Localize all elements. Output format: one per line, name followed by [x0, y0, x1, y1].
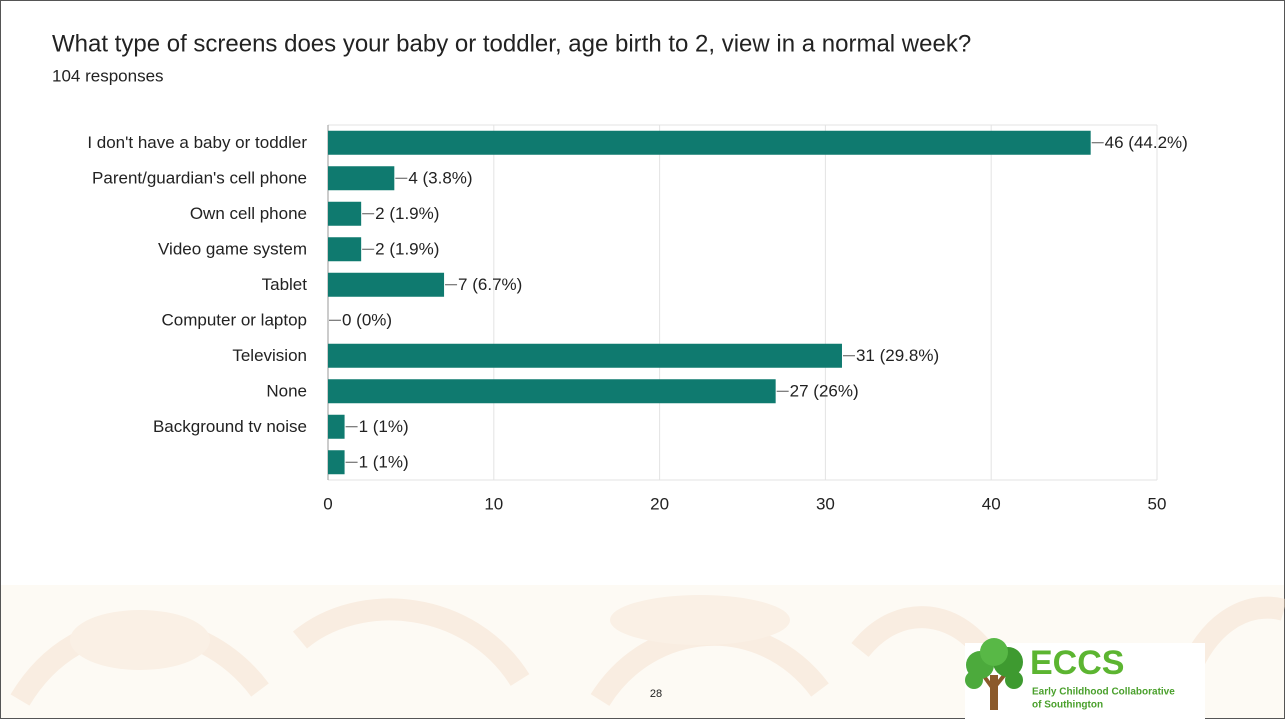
logo-line2: of Southington — [1032, 700, 1103, 711]
y-tick-label: I don't have a baby or toddler — [87, 133, 307, 152]
bar — [328, 130, 1091, 155]
value-label: 2 (1.9%) — [375, 240, 439, 259]
x-tick-label: 40 — [982, 494, 1001, 513]
x-tick-label: 0 — [323, 494, 332, 513]
x-tick-label: 20 — [650, 494, 669, 513]
page-number: 28 — [650, 688, 662, 700]
value-label: 31 (29.8%) — [856, 346, 939, 365]
y-tick-label: Computer or laptop — [161, 311, 307, 330]
value-label: 27 (26%) — [790, 382, 859, 401]
bar — [328, 166, 395, 191]
plot: 0 10 20 30 40 50 I don't have a baby or toddle… — [87, 124, 1188, 513]
bar — [328, 272, 445, 297]
value-label: 1 (1%) — [359, 453, 409, 472]
chart-title: What type of screens does your baby or t… — [52, 30, 971, 57]
x-tick-label: 50 — [1148, 494, 1167, 513]
x-tick-label: 10 — [484, 494, 503, 513]
y-tick-label: None — [266, 382, 307, 401]
bar — [328, 414, 345, 439]
logo-line1: Early Childhood Collaborative — [1032, 687, 1175, 698]
background-pattern — [1, 585, 1285, 718]
value-label: 7 (6.7%) — [458, 275, 522, 294]
bar — [328, 450, 345, 475]
bar — [328, 237, 362, 262]
y-tick-label: Background tv noise — [153, 417, 307, 436]
bar — [328, 201, 362, 226]
value-label: 46 (44.2%) — [1105, 133, 1188, 152]
y-tick-label: Parent/guardian's cell phone — [92, 169, 307, 188]
chart-subtitle: 104 responses — [52, 66, 164, 85]
value-label: 0 (0%) — [342, 311, 392, 330]
bar — [328, 343, 842, 368]
x-tick-label: 30 — [816, 494, 835, 513]
bar — [328, 379, 776, 404]
y-tick-label: Own cell phone — [190, 204, 307, 223]
value-label: 2 (1.9%) — [375, 204, 439, 223]
y-tick-label: Television — [232, 346, 307, 365]
logo-acronym: ECCS — [1030, 644, 1124, 682]
y-tick-label: Video game system — [158, 240, 307, 259]
value-label: 4 (3.8%) — [408, 169, 472, 188]
y-tick-label: Tablet — [262, 275, 308, 294]
logo: ECCS Early Childhood Collaborative of So… — [965, 638, 1205, 719]
value-label: 1 (1%) — [359, 417, 409, 436]
